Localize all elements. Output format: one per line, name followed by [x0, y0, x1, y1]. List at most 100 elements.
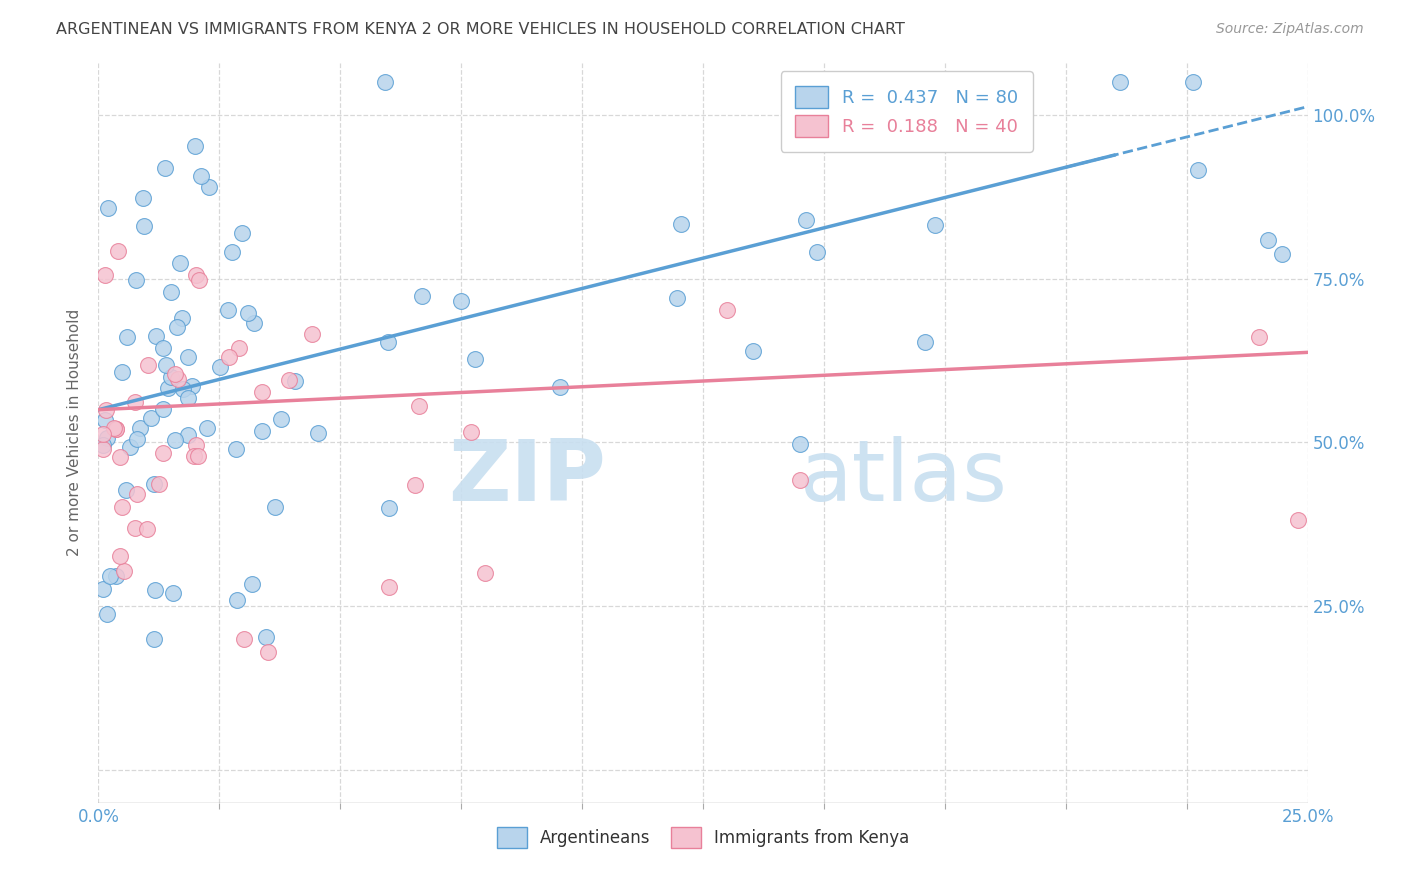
Point	[155, 358, 177, 372]
Point	[91, 442, 114, 456]
Point	[184, 268, 207, 283]
Point	[160, 369, 183, 384]
Point	[231, 226, 253, 240]
Point	[125, 487, 148, 501]
Point	[240, 577, 263, 591]
Point	[186, 438, 208, 452]
Point	[148, 477, 170, 491]
Point	[127, 432, 149, 446]
Point	[741, 343, 763, 358]
Point	[1249, 330, 1271, 344]
Point	[138, 358, 160, 372]
Point	[132, 191, 155, 205]
Point	[254, 631, 277, 645]
Point	[307, 425, 329, 440]
Point	[806, 245, 828, 260]
Point	[183, 450, 205, 464]
Point	[209, 360, 232, 375]
Point	[907, 75, 929, 89]
Point	[104, 569, 127, 583]
Point	[103, 421, 125, 435]
Text: atlas: atlas	[800, 435, 1008, 518]
Point	[172, 382, 194, 396]
Point	[117, 330, 139, 344]
Point	[374, 75, 396, 89]
Point	[474, 566, 496, 581]
Point	[111, 365, 134, 379]
Point	[153, 161, 176, 175]
Point	[377, 335, 399, 350]
Point	[411, 289, 433, 303]
Point	[152, 446, 174, 460]
Point	[277, 373, 299, 387]
Point	[177, 351, 200, 365]
Point	[97, 201, 120, 215]
Point	[225, 442, 247, 456]
Point	[157, 381, 180, 395]
Point	[128, 421, 150, 435]
Point	[716, 302, 738, 317]
Point	[107, 244, 129, 258]
Point	[671, 218, 693, 232]
Point	[378, 501, 401, 516]
Point	[188, 273, 211, 287]
Point	[143, 477, 166, 491]
Text: Source: ZipAtlas.com: Source: ZipAtlas.com	[1216, 22, 1364, 37]
Point	[243, 316, 266, 330]
Point	[666, 291, 689, 305]
Point	[232, 632, 254, 646]
Point	[120, 441, 142, 455]
Point	[165, 367, 187, 381]
Point	[96, 607, 118, 622]
Point	[460, 425, 482, 439]
Point	[195, 420, 218, 434]
Point	[221, 245, 243, 260]
Point	[111, 500, 134, 514]
Point	[132, 219, 155, 233]
Point	[143, 583, 166, 598]
Point	[96, 432, 118, 446]
Point	[142, 632, 165, 647]
Point	[166, 372, 188, 386]
Point	[250, 424, 273, 438]
Point	[377, 580, 399, 594]
Point	[139, 410, 162, 425]
Point	[228, 341, 250, 355]
Point	[136, 522, 159, 536]
Point	[183, 139, 205, 153]
Point	[1187, 162, 1209, 177]
Point	[217, 303, 239, 318]
Point	[91, 582, 114, 596]
Point	[152, 402, 174, 417]
Point	[124, 521, 146, 535]
Point	[198, 180, 221, 194]
Point	[190, 169, 212, 183]
Point	[218, 351, 240, 365]
Point	[284, 374, 307, 388]
Point	[450, 293, 472, 308]
Point	[91, 438, 114, 452]
Point	[93, 427, 115, 442]
Point	[256, 645, 278, 659]
Point	[108, 450, 131, 464]
Point	[169, 256, 191, 270]
Point	[115, 483, 138, 498]
Point	[1109, 75, 1132, 89]
Text: ZIP: ZIP	[449, 435, 606, 518]
Point	[548, 380, 571, 394]
Point	[181, 379, 204, 393]
Point	[152, 342, 174, 356]
Point	[924, 219, 946, 233]
Point	[177, 392, 200, 406]
Point	[270, 411, 292, 425]
Point	[105, 422, 128, 436]
Point	[125, 273, 148, 287]
Legend: Argentineans, Immigrants from Kenya: Argentineans, Immigrants from Kenya	[484, 814, 922, 861]
Point	[94, 413, 117, 427]
Point	[177, 428, 200, 442]
Point	[794, 212, 817, 227]
Point	[163, 433, 186, 447]
Point	[250, 385, 273, 400]
Point	[789, 474, 811, 488]
Point	[914, 334, 936, 349]
